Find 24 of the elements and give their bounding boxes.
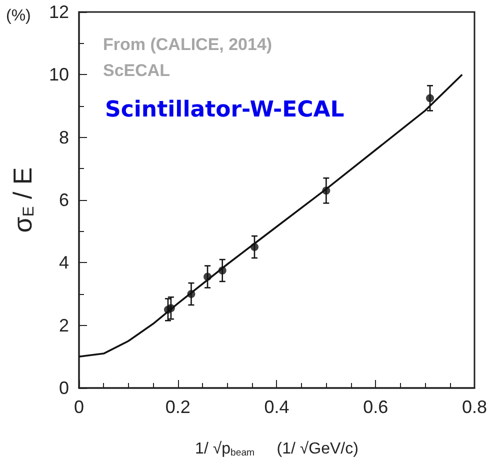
point — [204, 272, 212, 281]
y-tick-label: 0 — [58, 378, 69, 398]
text: Scintillator-W-ECAL — [105, 98, 344, 122]
annotation: ScECAL — [103, 61, 170, 80]
x-tick-label: 0 — [74, 397, 84, 417]
y-tick-label: 2 — [58, 315, 69, 336]
y-tick-label: 4 — [58, 252, 69, 273]
y-tick-label: 10 — [48, 64, 69, 85]
point — [250, 243, 258, 251]
x-tick-label: 0.6 — [363, 397, 388, 417]
y-tick-label: 12 — [48, 2, 69, 22]
point — [218, 266, 226, 274]
point — [322, 186, 330, 195]
y-tick-label: 6 — [58, 190, 69, 210]
point — [187, 290, 196, 298]
point — [166, 304, 175, 312]
annotation: From (CALICE, 2014) — [103, 35, 272, 54]
y-axis-title: σE / E — [8, 167, 38, 233]
y-tick-label: 8 — [58, 127, 69, 148]
x-tick-label: 0.8 — [462, 397, 488, 417]
x-tick-label: 0.2 — [165, 397, 190, 417]
x-tick-label: 0.4 — [264, 397, 290, 417]
text: (%) — [6, 8, 31, 24]
point — [426, 94, 434, 102]
